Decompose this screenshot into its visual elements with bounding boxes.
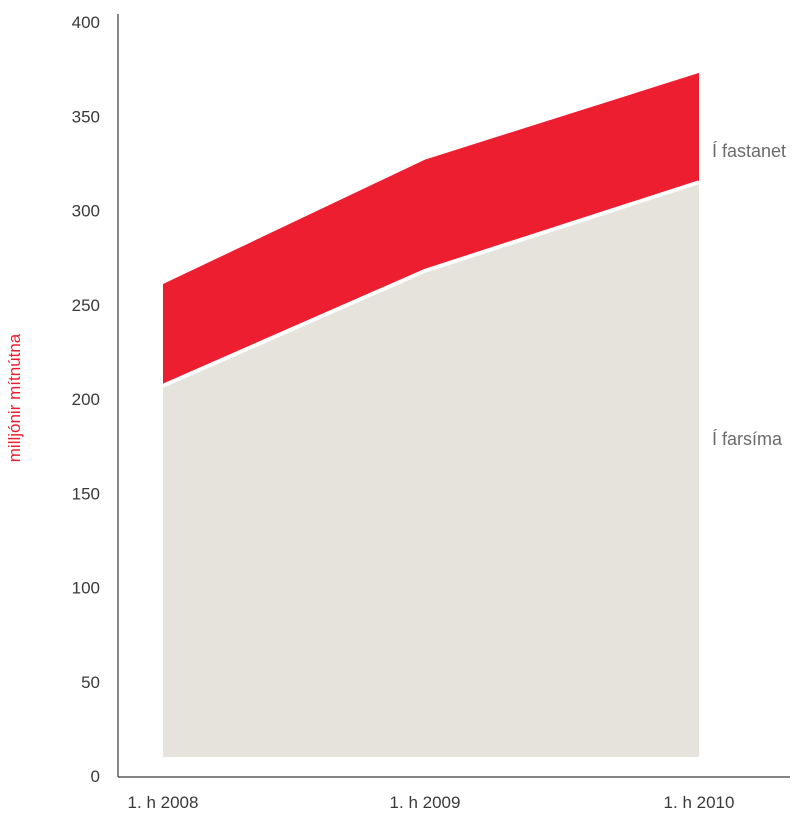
y-axis-title: milljónir mítnútna <box>5 333 24 462</box>
series-label: Í fastanet <box>712 141 786 161</box>
area-farsima <box>163 182 699 758</box>
series-labels: Í fastanet Í farsíma <box>712 141 786 449</box>
y-tick-label: 100 <box>72 579 100 598</box>
x-ticks: 1. h 2008 1. h 2009 1. h 2010 <box>128 793 735 812</box>
y-tick-label: 50 <box>81 673 100 692</box>
y-tick-label: 350 <box>72 107 100 126</box>
x-tick-label: 1. h 2009 <box>390 793 461 812</box>
y-tick-label: 400 <box>72 13 100 32</box>
areas <box>162 72 700 758</box>
y-ticks: 0 50 100 150 200 250 300 350 400 <box>72 13 100 786</box>
y-tick-label: 0 <box>91 767 100 786</box>
y-tick-label: 300 <box>72 202 100 221</box>
series-separator-line <box>162 180 700 388</box>
y-tick-label: 150 <box>72 484 100 503</box>
y-tick-label: 250 <box>72 296 100 315</box>
x-tick-label: 1. h 2008 <box>128 793 199 812</box>
area-fastanet <box>163 72 699 386</box>
y-tick-label: 200 <box>72 390 100 409</box>
series-label: Í farsíma <box>712 429 783 449</box>
x-tick-label: 1. h 2010 <box>664 793 735 812</box>
